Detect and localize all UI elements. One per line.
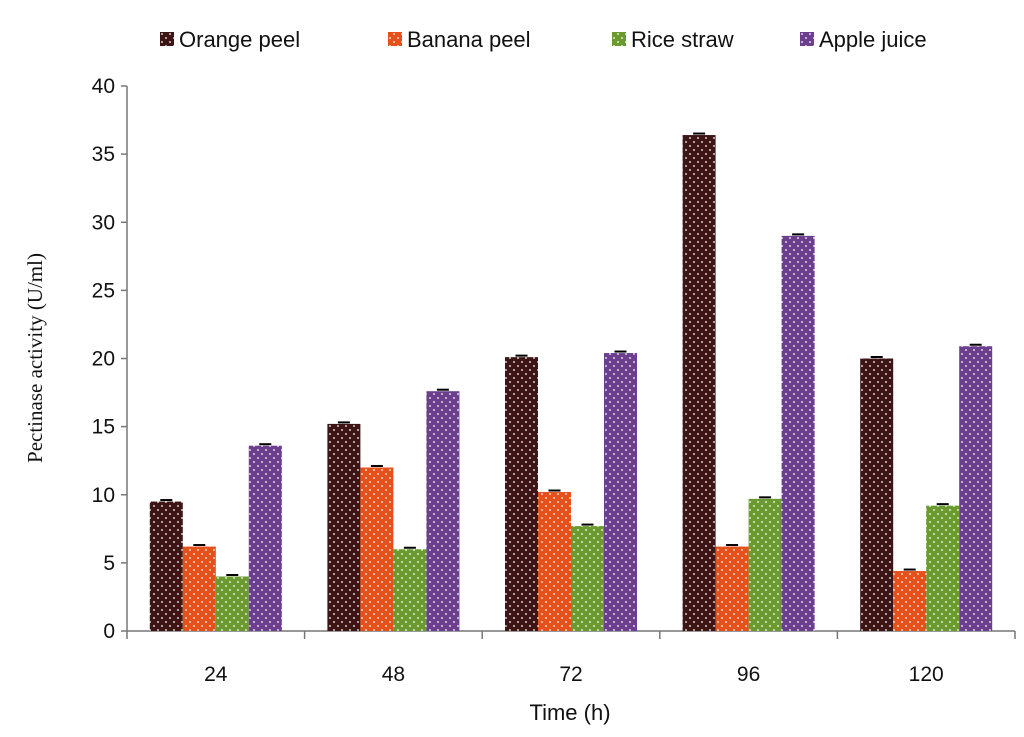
y-tick-label: 25	[92, 279, 115, 302]
legend-swatch	[612, 32, 626, 46]
bar-rice-straw	[393, 549, 427, 631]
x-tick-label: 72	[559, 663, 582, 686]
legend-swatch	[800, 32, 814, 46]
x-tick-label: 24	[204, 663, 228, 686]
bar-banana-peel	[893, 571, 927, 631]
y-tick-label: 40	[92, 75, 115, 98]
x-tick-label: 48	[382, 663, 405, 686]
y-tick-label: 10	[92, 484, 115, 507]
bar-rice-straw	[571, 526, 604, 631]
legend-swatch	[388, 32, 402, 46]
y-tick-label: 0	[103, 620, 115, 643]
legend: Orange peel Banana peel Rice straw Apple ju…	[160, 27, 927, 52]
bar-rice-straw	[926, 505, 960, 631]
x-tick-label: 96	[737, 663, 760, 686]
bar-orange-peel	[682, 135, 716, 632]
bars	[149, 132, 993, 632]
legend-label: Orange peel	[179, 27, 300, 52]
legend-label: Apple juice	[819, 27, 927, 52]
bar-orange-peel	[149, 501, 183, 631]
bar-banana-peel	[182, 546, 216, 631]
y-tick-label: 20	[92, 348, 115, 371]
y-tick-label: 5	[103, 552, 115, 575]
bar-apple-juice	[426, 391, 460, 631]
bar-rice-straw	[215, 576, 249, 631]
bar-apple-juice	[248, 445, 282, 631]
bar-apple-juice	[781, 235, 815, 631]
legend-label: Rice straw	[631, 27, 734, 52]
bar-rice-straw	[748, 498, 782, 631]
bar-orange-peel	[860, 358, 894, 631]
bar-banana-peel	[360, 467, 394, 631]
y-tick-label: 35	[92, 143, 115, 166]
y-tick-label: 30	[92, 211, 115, 234]
legend-label: Banana peel	[407, 27, 531, 52]
bar-orange-peel	[505, 357, 538, 631]
y-tick-label: 15	[92, 416, 115, 439]
bar-banana-peel	[715, 546, 749, 631]
bar-apple-juice	[959, 346, 993, 631]
x-axis-label: Time (h)	[529, 700, 610, 725]
legend-swatch	[160, 32, 174, 46]
bar-orange-peel	[327, 423, 361, 631]
bar-apple-juice	[604, 353, 637, 631]
y-axis-label: Pectinase activity (U/ml)	[23, 253, 47, 463]
bar-banana-peel	[538, 492, 571, 631]
x-tick-label: 120	[909, 663, 944, 686]
